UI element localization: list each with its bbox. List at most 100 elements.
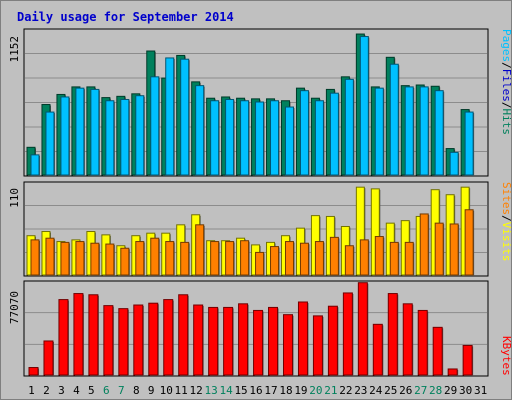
bar-files-day-6 (105, 100, 115, 176)
bar-kbytes-day-20 (312, 315, 323, 376)
x-tick-label-22: 22 (339, 384, 352, 397)
bar-sites-day-30 (464, 209, 474, 276)
bar-kbytes-day-11 (178, 294, 189, 376)
bar-kbytes-day-13 (208, 306, 219, 376)
bar-files-day-26 (404, 86, 414, 176)
bar-kbytes-day-2 (43, 340, 54, 376)
legend-kbytes: KBytes (500, 336, 512, 376)
bar-kbytes-day-8 (133, 304, 144, 376)
bar-sites-day-4 (75, 241, 85, 276)
bar-files-day-9 (150, 76, 160, 176)
x-tick-label-20: 20 (309, 384, 322, 397)
bar-kbytes-day-9 (148, 302, 159, 376)
bar-kbytes-day-26 (402, 303, 413, 376)
x-tick-label-15: 15 (234, 384, 247, 397)
bar-files-day-5 (90, 88, 100, 176)
legend-separator: / (500, 215, 512, 222)
bar-sites-day-10 (165, 241, 175, 276)
legend-entry-sites: Sites (500, 182, 512, 215)
bar-kbytes-day-29 (447, 368, 458, 376)
bar-files-day-23 (359, 36, 369, 176)
bar-sites-day-29 (449, 223, 459, 276)
bar-files-day-17 (270, 100, 280, 176)
bar-files-day-18 (284, 106, 294, 176)
legend-entry-visits: Visits (500, 222, 512, 262)
x-tick-label-16: 16 (249, 384, 262, 397)
x-tick-label-6: 6 (103, 384, 110, 397)
bar-kbytes-day-18 (282, 314, 293, 376)
chart-title: Daily usage for September 2014 (17, 10, 234, 24)
bar-kbytes-day-5 (88, 294, 99, 376)
x-tick-label-14: 14 (219, 384, 233, 397)
y-max-label: 110 (8, 188, 21, 208)
bar-files-day-3 (60, 96, 70, 176)
x-tick-label-2: 2 (43, 384, 50, 397)
bar-sites-day-6 (105, 243, 115, 276)
bar-kbytes-day-7 (118, 308, 129, 376)
bar-sites-day-26 (404, 241, 414, 276)
bar-files-day-14 (225, 98, 235, 176)
x-tick-label-24: 24 (369, 384, 383, 397)
bar-files-day-4 (75, 87, 85, 176)
x-tick-label-13: 13 (205, 384, 218, 397)
x-tick-label-25: 25 (384, 384, 397, 397)
bar-kbytes-day-25 (387, 293, 398, 376)
x-tick-label-8: 8 (133, 384, 140, 397)
bar-sites-day-25 (389, 241, 399, 276)
bar-kbytes-day-15 (238, 303, 249, 376)
bar-kbytes-day-24 (372, 323, 383, 376)
y-max-label: 77070 (8, 291, 21, 324)
bar-files-day-29 (449, 151, 459, 176)
bar-files-day-12 (195, 85, 205, 176)
bar-kbytes-day-10 (163, 299, 174, 376)
x-tick-label-21: 21 (324, 384, 337, 397)
x-tick-label-5: 5 (88, 384, 95, 397)
bar-files-day-30 (464, 111, 474, 176)
legend-entry-pages: Pages (500, 29, 512, 62)
y-max-label: 1152 (8, 36, 21, 63)
bar-sites-day-23 (359, 239, 369, 276)
bar-kbytes-day-4 (73, 293, 84, 376)
x-tick-label-12: 12 (190, 384, 203, 397)
bar-files-day-21 (329, 92, 339, 176)
x-tick-label-7: 7 (118, 384, 125, 397)
bar-sites-day-1 (30, 239, 40, 276)
legend-separator: / (500, 102, 512, 109)
bar-sites-day-27 (419, 213, 429, 276)
bar-files-day-25 (389, 63, 399, 176)
bar-sites-day-13 (210, 241, 220, 276)
bar-files-day-22 (344, 78, 354, 176)
bar-sites-day-20 (314, 241, 324, 276)
bar-sites-day-8 (135, 241, 145, 276)
bar-sites-day-22 (344, 245, 354, 276)
bar-kbytes-day-16 (253, 309, 264, 376)
bar-sites-day-15 (240, 240, 250, 276)
legend-sites-visits: Sites/Visits (500, 182, 512, 262)
bar-files-day-10 (165, 57, 175, 176)
bar-kbytes-day-6 (103, 305, 114, 376)
bar-files-day-2 (45, 111, 55, 176)
x-tick-label-28: 28 (429, 384, 442, 397)
bar-sites-day-11 (180, 241, 190, 276)
x-tick-label-17: 17 (264, 384, 277, 397)
bar-sites-day-12 (195, 224, 205, 276)
x-tick-label-1: 1 (28, 384, 35, 397)
bar-files-day-24 (374, 87, 384, 176)
legend-entry-hits: Hits (500, 109, 512, 136)
bar-kbytes-day-28 (432, 326, 443, 376)
legend-entry-files: Files (500, 69, 512, 102)
bar-sites-day-14 (225, 241, 235, 276)
x-tick-label-23: 23 (354, 384, 367, 397)
bar-sites-day-28 (434, 222, 444, 276)
bar-sites-day-2 (45, 237, 55, 276)
bar-files-day-20 (314, 100, 324, 176)
bar-files-day-16 (255, 101, 265, 176)
bar-kbytes-day-1 (28, 367, 39, 376)
bar-files-day-27 (419, 86, 429, 176)
bar-files-day-1 (30, 154, 40, 176)
legend-separator: / (500, 62, 512, 69)
bar-files-day-15 (240, 100, 250, 176)
bar-sites-day-3 (60, 241, 70, 276)
legend-entry-kbytes: KBytes (500, 336, 512, 376)
